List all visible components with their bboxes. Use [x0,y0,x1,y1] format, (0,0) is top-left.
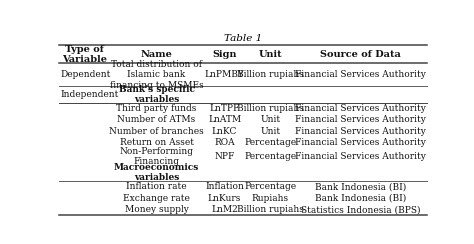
Text: Rupiahs: Rupiahs [252,193,289,203]
Text: Billion rupiahs: Billion rupiahs [237,70,304,79]
Text: Money supply: Money supply [125,205,189,214]
Text: Financial Services Authority: Financial Services Authority [295,138,426,147]
Text: Inflation rate: Inflation rate [126,182,187,191]
Text: Financial Services Authority: Financial Services Authority [295,70,426,79]
Text: LnKurs: LnKurs [208,193,241,203]
Text: Percentage: Percentage [245,138,297,147]
Text: Macroeconomics
variables: Macroeconomics variables [114,163,199,183]
Text: LnPMBY: LnPMBY [205,70,245,79]
Text: Billion rupiahs: Billion rupiahs [237,104,304,113]
Text: Source of Data: Source of Data [320,50,401,59]
Text: Dependent: Dependent [61,70,111,79]
Text: Exchange rate: Exchange rate [123,193,190,203]
Text: Financial Services Authority: Financial Services Authority [295,104,426,113]
Text: Third party funds: Third party funds [117,104,197,113]
Text: Independent: Independent [61,90,119,99]
Text: Inflation: Inflation [205,182,244,191]
Text: Financial Services Authority: Financial Services Authority [295,152,426,161]
Text: Number of ATMs: Number of ATMs [118,115,196,124]
Text: Financial Services Authority: Financial Services Authority [295,127,426,136]
Text: LnKC: LnKC [212,127,237,136]
Text: Table 1: Table 1 [224,34,262,43]
Text: Unit: Unit [259,50,283,59]
Text: Number of branches: Number of branches [109,127,204,136]
Text: ROA: ROA [214,138,235,147]
Text: Bank Indonesia (BI): Bank Indonesia (BI) [315,193,406,203]
Text: NPF: NPF [214,152,235,161]
Text: Sign: Sign [212,50,237,59]
Text: Billion rupiahs: Billion rupiahs [237,205,304,214]
Text: Unit: Unit [260,115,281,124]
Text: Unit: Unit [260,127,281,136]
Text: LnTPF: LnTPF [210,104,240,113]
Text: Bank’s specific
variables: Bank’s specific variables [118,85,195,104]
Text: Name: Name [141,50,173,59]
Text: Return on Asset: Return on Asset [119,138,193,147]
Text: Total distribution of
Islamic bank
financing to MSMEs: Total distribution of Islamic bank finan… [109,60,203,90]
Text: Percentage: Percentage [245,182,297,191]
Text: LnM2: LnM2 [211,205,238,214]
Text: Bank Indonesia (BI): Bank Indonesia (BI) [315,182,406,191]
Text: Non-Performing
Financing: Non-Performing Financing [119,147,193,166]
Text: LnATM: LnATM [208,115,241,124]
Text: Percentage: Percentage [245,152,297,161]
Text: Type of
Variable: Type of Variable [62,45,107,64]
Text: Financial Services Authority: Financial Services Authority [295,115,426,124]
Text: Statistics Indonesia (BPS): Statistics Indonesia (BPS) [301,205,420,214]
